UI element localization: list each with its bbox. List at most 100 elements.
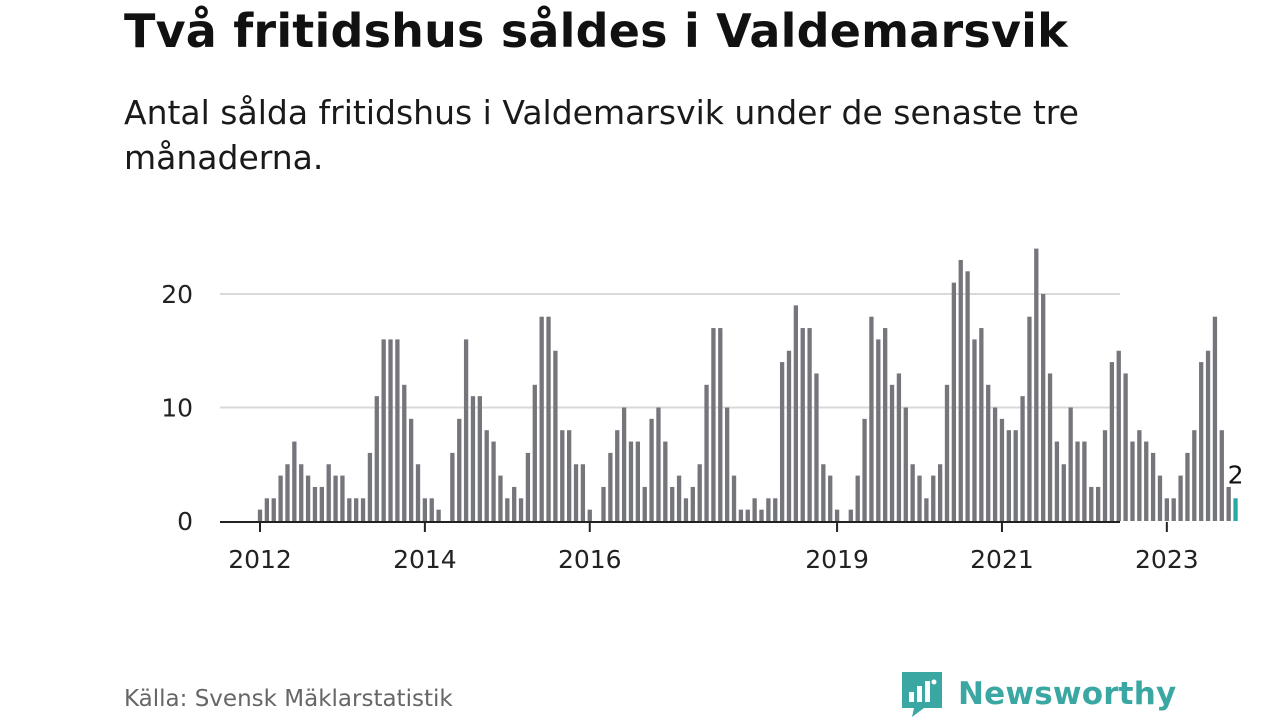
bar (1219, 430, 1224, 521)
bar (299, 464, 304, 521)
bar (505, 498, 510, 521)
bar (484, 430, 489, 521)
bar (470, 396, 476, 521)
bar (1205, 350, 1211, 521)
bar (876, 339, 881, 521)
source-note: Källa: Svensk Mäklarstatistik (124, 686, 453, 712)
bar (360, 498, 366, 521)
bar (1041, 294, 1046, 521)
bar (1109, 362, 1115, 521)
bar (814, 373, 819, 521)
bar (312, 486, 318, 521)
bar (1164, 498, 1169, 521)
bar (773, 498, 778, 521)
last-value-label: 2 (1228, 460, 1244, 489)
bar (429, 498, 434, 521)
bar (1192, 430, 1197, 521)
x-tick-label: 2014 (393, 545, 457, 574)
bar (532, 384, 537, 521)
x-tick-label: 2012 (228, 545, 292, 574)
bar (745, 509, 750, 521)
bar (278, 475, 283, 521)
bar (1089, 486, 1094, 521)
bar (621, 407, 627, 521)
bar (1027, 316, 1032, 521)
bar (518, 498, 524, 521)
bars (257, 248, 1238, 521)
y-tick-label: 20 (161, 280, 193, 309)
bar (264, 498, 270, 521)
bar (1013, 430, 1018, 521)
bar (615, 430, 620, 521)
bar (1199, 362, 1204, 521)
bar (539, 316, 544, 521)
bar (546, 316, 551, 521)
bar (725, 407, 730, 521)
bar (354, 498, 359, 521)
bar (1095, 486, 1101, 521)
y-tick-label: 10 (161, 394, 193, 423)
bar (580, 464, 586, 521)
bar (1082, 441, 1087, 521)
bar (347, 498, 352, 521)
bar (319, 486, 324, 521)
bar (305, 475, 311, 521)
chart-title: Två fritidshus såldes i Valdemarsvik (124, 4, 1068, 58)
bar (992, 407, 998, 521)
bar (931, 475, 936, 521)
bar (367, 452, 373, 521)
bar (608, 452, 613, 521)
bar (752, 498, 757, 521)
chart-subtitle: Antal sålda fritidshus i Valdemarsvik un… (124, 93, 1079, 177)
bar (642, 486, 647, 521)
bar (1233, 498, 1238, 521)
newsworthy-logo[interactable]: Newsworthy (900, 670, 1176, 718)
bar (560, 430, 565, 521)
bar (436, 509, 441, 521)
bar (1006, 430, 1011, 521)
bar (408, 418, 414, 521)
bar (374, 396, 379, 521)
bar (450, 452, 455, 521)
bar (1171, 498, 1176, 521)
bar (587, 509, 592, 521)
bar (896, 373, 902, 521)
bar (883, 328, 888, 521)
bar (821, 464, 826, 521)
bar (1054, 441, 1060, 521)
bar (972, 339, 977, 521)
bar (944, 384, 950, 521)
bar (628, 441, 634, 521)
bar (793, 305, 799, 521)
bar (958, 259, 963, 521)
bar (567, 430, 572, 521)
bar (697, 464, 702, 521)
bar (917, 475, 922, 521)
grid-lines (220, 293, 1120, 409)
bar (1130, 441, 1135, 521)
bar (670, 486, 675, 521)
bar (951, 282, 957, 521)
bar (834, 509, 840, 521)
bar (415, 464, 421, 521)
bar (704, 384, 709, 521)
x-tick-label: 2019 (805, 545, 869, 574)
bar (649, 418, 654, 521)
bar (381, 339, 386, 521)
bar (573, 464, 579, 521)
bar (340, 475, 345, 521)
bar (848, 509, 853, 521)
bar (855, 475, 860, 521)
bar (1150, 452, 1156, 521)
bar (937, 464, 943, 521)
bar (903, 407, 908, 521)
bar (759, 509, 764, 521)
bar (1116, 350, 1121, 521)
newsworthy-logo-icon (902, 672, 942, 717)
bar (690, 486, 695, 521)
x-tick-label: 2023 (1135, 545, 1199, 574)
bar (1144, 441, 1149, 521)
bar (601, 486, 606, 521)
bar (711, 328, 716, 521)
